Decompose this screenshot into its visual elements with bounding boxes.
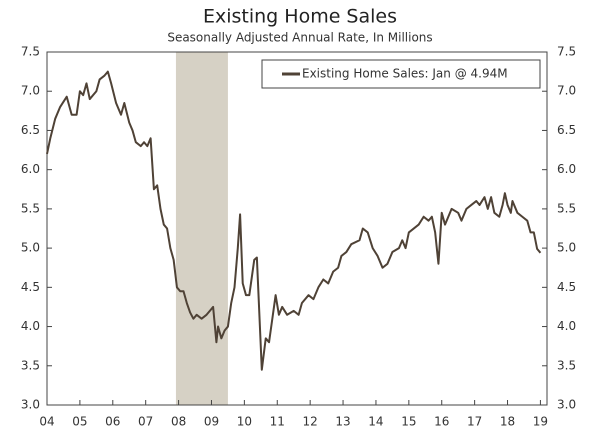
y-tick-label: 7.0 bbox=[21, 84, 40, 98]
x-tick-label: 13 bbox=[335, 415, 350, 429]
y-tick-label: 4.0 bbox=[21, 319, 40, 333]
x-tick-label: 08 bbox=[171, 415, 186, 429]
plot-frame bbox=[46, 51, 548, 406]
x-tick-label: 14 bbox=[368, 415, 383, 429]
y2-tick-label: 7.0 bbox=[557, 84, 576, 98]
y2-tick-label: 7.5 bbox=[557, 45, 576, 59]
y-tick-label: 7.5 bbox=[21, 45, 40, 59]
x-tick-label: 15 bbox=[401, 415, 416, 429]
y2-tick-label: 6.0 bbox=[557, 162, 576, 176]
y2-tick-label: 3.0 bbox=[557, 398, 576, 412]
series-line bbox=[46, 70, 542, 371]
y-tick-label: 4.5 bbox=[21, 280, 40, 294]
legend-label: Existing Home Sales: Jan @ 4.94M bbox=[302, 67, 508, 81]
y-tick-label: 5.5 bbox=[21, 201, 40, 215]
y-tick-label: 6.0 bbox=[21, 162, 40, 176]
chart-subtitle: Seasonally Adjusted Annual Rate, In Mill… bbox=[167, 31, 432, 45]
recession-shade bbox=[175, 52, 228, 405]
y-tick-label: 5.0 bbox=[21, 241, 40, 255]
y2-tick-label: 5.5 bbox=[557, 201, 576, 215]
x-tick-label: 10 bbox=[237, 415, 252, 429]
y2-tick-label: 4.5 bbox=[557, 280, 576, 294]
x-tick-label: 07 bbox=[138, 415, 153, 429]
y2-tick-label: 4.0 bbox=[557, 319, 576, 333]
x-tick-label: 16 bbox=[434, 415, 449, 429]
x-tick-label: 04 bbox=[39, 415, 54, 429]
x-tick-label: 18 bbox=[500, 415, 515, 429]
x-tick-label: 11 bbox=[270, 415, 285, 429]
y2-tick-label: 5.0 bbox=[557, 241, 576, 255]
x-tick-label: 17 bbox=[467, 415, 482, 429]
legend-box bbox=[261, 59, 541, 89]
x-tick-label: 12 bbox=[303, 415, 318, 429]
y2-tick-label: 6.5 bbox=[557, 123, 576, 137]
y-tick-label: 3.5 bbox=[21, 358, 40, 372]
y-tick-label: 3.0 bbox=[21, 398, 40, 412]
x-tick-label: 19 bbox=[533, 415, 548, 429]
x-tick-label: 06 bbox=[105, 415, 120, 429]
chart-title: Existing Home Sales bbox=[203, 6, 397, 28]
x-tick-label: 05 bbox=[72, 415, 87, 429]
y-tick-label: 6.5 bbox=[21, 123, 40, 137]
y2-tick-label: 3.5 bbox=[557, 358, 576, 372]
x-tick-label: 09 bbox=[204, 415, 219, 429]
